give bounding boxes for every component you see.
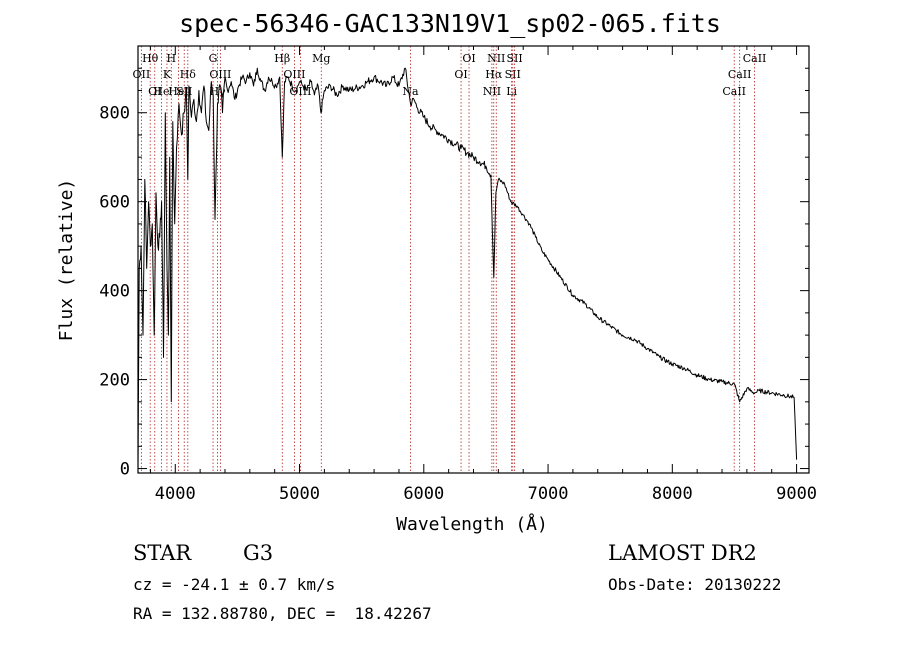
line-marker-label: CaII [728,68,752,81]
line-marker-label: Hδ [180,68,197,81]
obs-date: Obs-Date: 20130222 [608,575,782,594]
line-marker-label: CaII [722,85,746,98]
y-axis: 0 200 400 600 800 [99,67,809,480]
x-tick-label: 7000 [528,484,569,504]
line-marker-label: Hβ [274,52,290,65]
line-marker-label: K [163,68,172,81]
ra-dec-text: RA = 132.88780, DEC = 18.42267 [133,604,432,623]
line-marker-label: HeI [168,85,188,98]
spectrum-line [137,67,798,469]
line-marker-label: OI [454,68,467,81]
line-marker-label: OIII [283,68,305,81]
x-tick-label: 4000 [155,484,196,504]
y-tick-label: 200 [99,371,130,391]
line-marker-label: CaII [743,52,767,65]
line-marker-label: NII [483,85,501,98]
line-marker-label: G [209,52,218,65]
line-marker-label: SII [505,68,521,81]
line-markers-layer: OIIHθOIHeKHHeISIIHδGHγOIIIHβOIIIOIIIMgNa… [132,46,766,473]
object-class: STAR [133,541,192,565]
y-axis-label: Flux (relative) [56,179,77,342]
line-marker-label: H [167,52,177,65]
x-tick-label: 5000 [279,484,320,504]
line-marker-label: SII [176,85,192,98]
x-tick-label: 9000 [776,484,817,504]
plot-frame [137,45,810,474]
line-marker-label: NII [487,52,505,65]
x-tick-label: 6000 [403,484,444,504]
line-marker-label: SII [507,52,523,65]
chart-title: spec-56346-GAC133N19V1_sp02-065.fits [179,9,721,38]
line-marker-label: Hθ [142,52,159,65]
line-marker-label: He [153,85,169,98]
y-tick-label: 0 [120,460,130,480]
redshift-text: cz = -24.1 ± 0.7 km/s [133,575,336,594]
y-tick-label: 600 [99,193,130,213]
line-marker-label: OI [148,85,161,98]
spectrum-layer [137,67,798,469]
survey-name: LAMOST DR2 [608,541,757,565]
x-axis: 4000 5000 6000 7000 8000 9000 [149,46,817,504]
line-marker-label: Li [506,85,517,98]
y-tick-label: 400 [99,282,130,302]
x-tick-label: 8000 [652,484,693,504]
line-marker-label: Mg [312,52,330,65]
object-subclass: G3 [243,541,274,565]
line-marker-label: Hα [485,68,503,81]
y-tick-label: 800 [99,104,130,124]
line-marker-label: OIII [209,68,231,81]
line-marker-label: OII [132,68,150,81]
x-axis-label: Wavelength (Å) [396,513,548,535]
line-marker-label: Na [402,85,419,98]
line-marker-label: OI [462,52,475,65]
